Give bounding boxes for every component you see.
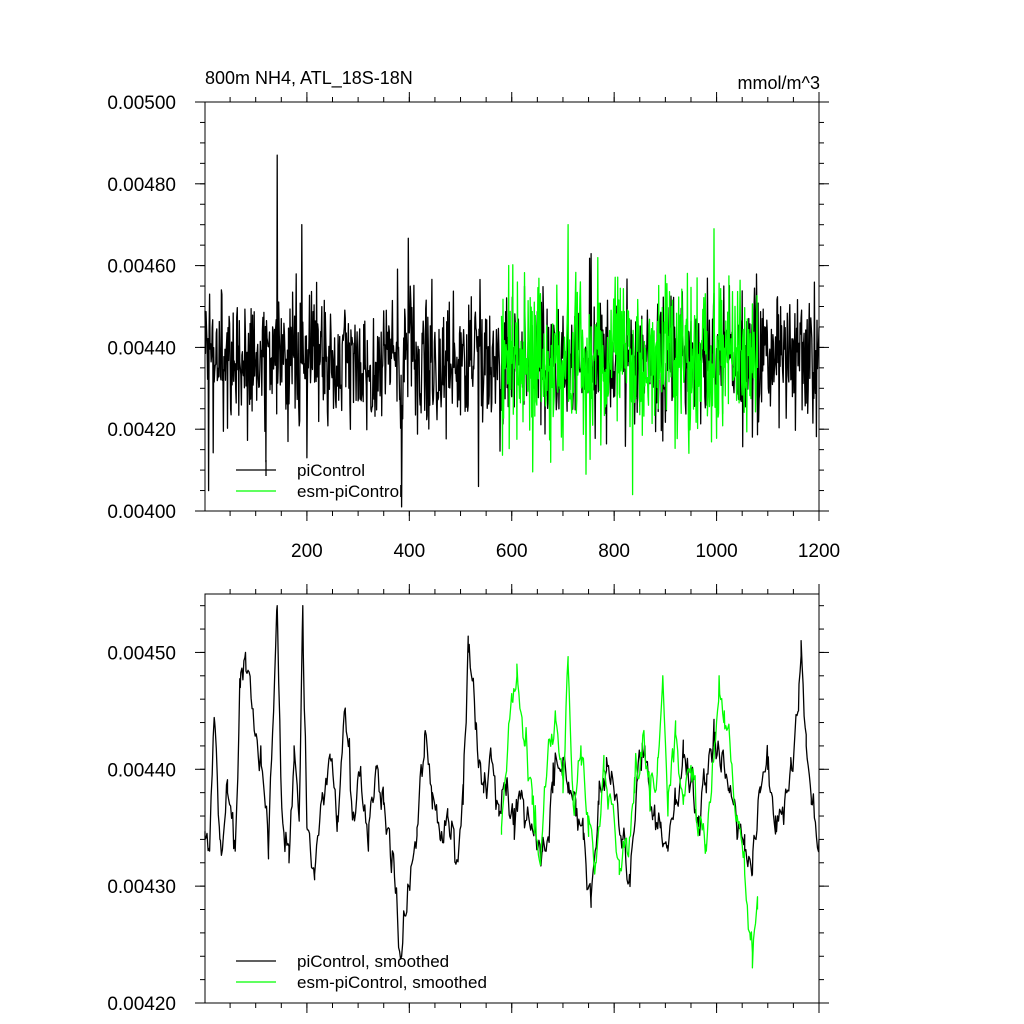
y-tick-label: 0.00420 xyxy=(107,994,176,1015)
x-tick-label: 1200 xyxy=(798,541,840,562)
y-tick-label: 0.00440 xyxy=(107,760,176,781)
legend-label: esm-piControl, smoothed xyxy=(297,973,487,992)
raw-panel: 200 400 600 800 1000 1200 0.00400 0.00420 0.0044… xyxy=(107,92,840,562)
x-tick-label: 400 xyxy=(393,541,425,562)
y-tick-label: 0.00500 xyxy=(107,93,176,114)
x-tick-label: 600 xyxy=(496,541,528,562)
units-label: mmol/m^3 xyxy=(738,73,820,93)
y-tick-label: 0.00440 xyxy=(107,338,176,359)
x-tick-label: 800 xyxy=(598,541,630,562)
smoothed-panel: 0.00420 0.00430 0.00440 0.00450 piControl, s… xyxy=(107,584,829,1015)
chart-title: 800m NH4, ATL_18S-18N xyxy=(205,68,413,89)
y-tick-label: 0.00430 xyxy=(107,877,176,898)
legend-label: esm-piControl xyxy=(297,482,403,501)
x-tick-label: 1000 xyxy=(695,541,737,562)
x-tick-label: 200 xyxy=(291,541,323,562)
y-tick-label: 0.00450 xyxy=(107,643,176,664)
legend-label: piControl xyxy=(297,461,365,480)
y-tick-label: 0.00420 xyxy=(107,420,176,441)
legend-label: piControl, smoothed xyxy=(297,952,449,971)
series-line-black xyxy=(204,605,820,960)
y-tick-label: 0.00400 xyxy=(107,502,176,523)
series-line-green xyxy=(500,656,759,969)
y-tick-label: 0.00480 xyxy=(107,175,176,196)
y-tick-label: 0.00460 xyxy=(107,257,176,278)
series-line-green xyxy=(500,224,759,496)
